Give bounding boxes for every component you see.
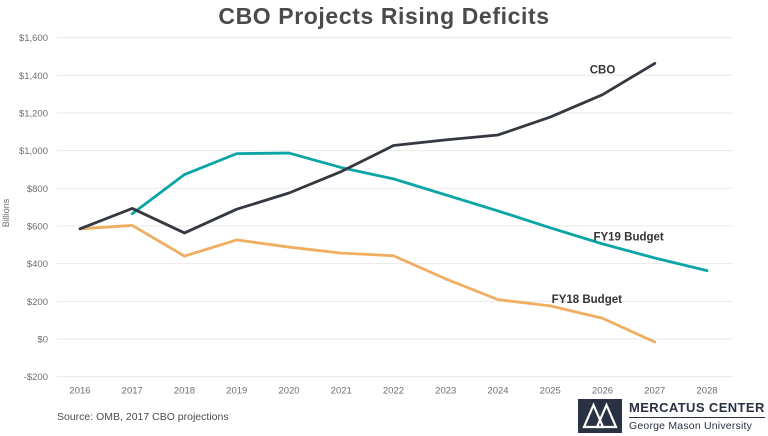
y-tick-label: $400: [27, 259, 48, 270]
y-tick-label: -$200: [24, 372, 48, 383]
x-tick-label: 2018: [174, 386, 195, 397]
y-tick-label: $200: [27, 297, 48, 308]
y-tick-label: $1,600: [19, 33, 48, 44]
x-tick-label: 2023: [435, 386, 456, 397]
mercatus-logo: MERCATUS CENTER George Mason University: [578, 399, 765, 433]
chart-title: CBO Projects Rising Deficits: [218, 3, 550, 29]
x-tick-label: 2021: [331, 386, 352, 397]
y-tick-label: $1,200: [19, 108, 48, 119]
mercatus-m-icon: [578, 399, 622, 433]
series-label-fy19-budget: FY19 Budget: [593, 231, 663, 243]
logo-university-name: George Mason University: [629, 420, 753, 432]
x-tick-label: 2020: [278, 386, 299, 397]
x-tick-label: 2028: [696, 386, 717, 397]
x-tick-label: 2026: [592, 386, 613, 397]
series-line-fy19-budget: [130, 151, 709, 273]
logo-text: MERCATUS CENTER George Mason University: [629, 400, 765, 432]
y-tick-label: $1,000: [19, 146, 48, 157]
y-tick-label: $600: [27, 221, 48, 232]
series-label-fy18-budget: FY18 Budget: [552, 294, 622, 306]
source-note: Source: OMB, 2017 CBO projections: [57, 411, 229, 423]
x-tick-label: 2019: [226, 386, 247, 397]
series-line-cbo: [78, 62, 657, 235]
y-tick-label: $1,400: [19, 71, 48, 82]
x-tick-label: 2024: [487, 386, 508, 397]
x-tick-label: 2025: [540, 386, 561, 397]
x-tick-label: 2017: [122, 386, 143, 397]
series-line-fy18-budget: [78, 224, 657, 344]
y-tick-label: $0: [37, 335, 48, 346]
x-tick-label: 2027: [644, 386, 665, 397]
x-tick-label: 2022: [383, 386, 404, 397]
x-tick-label: 2016: [69, 386, 90, 397]
logo-org-name: MERCATUS CENTER: [629, 400, 765, 418]
y-tick-label: $800: [27, 184, 48, 195]
series-label-cbo: CBO: [590, 65, 616, 77]
